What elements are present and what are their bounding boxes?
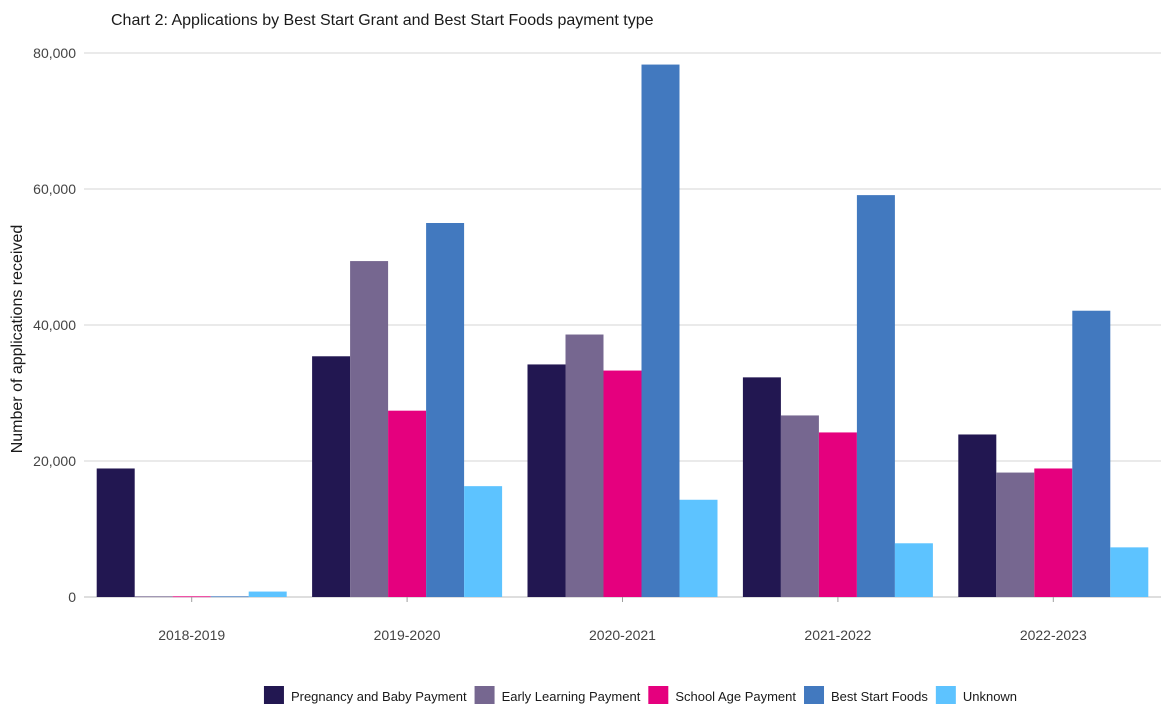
x-tick-label: 2019-2020 xyxy=(374,627,441,643)
bar-pregnancy-and-baby-payment-2021-2022 xyxy=(742,377,781,597)
bar-school-age-payment-2022-2023 xyxy=(1034,468,1073,597)
y-tick-label: 20,000 xyxy=(33,453,76,469)
bar-early-learning-payment-2022-2023 xyxy=(996,472,1035,597)
x-tick-label: 2022-2023 xyxy=(1020,627,1087,643)
legend-label: School Age Payment xyxy=(675,689,796,704)
bar-unknown-2022-2023 xyxy=(1110,547,1149,597)
bar-best-start-foods-2022-2023 xyxy=(1072,310,1111,597)
bar-pregnancy-and-baby-payment-2019-2020 xyxy=(312,356,351,597)
y-tick-label: 80,000 xyxy=(33,45,76,61)
bar-school-age-payment-2018-2019 xyxy=(172,596,211,598)
y-axis-title: Number of applications received xyxy=(9,225,26,454)
chart-title: Chart 2: Applications by Best Start Gran… xyxy=(111,12,654,29)
x-tick-label: 2021-2022 xyxy=(804,627,871,643)
legend-label: Pregnancy and Baby Payment xyxy=(291,689,467,704)
bar-school-age-payment-2020-2021 xyxy=(603,370,642,597)
legend-swatch xyxy=(935,686,956,704)
legend-swatch xyxy=(648,686,669,704)
legend-swatch xyxy=(474,686,495,704)
bar-best-start-foods-2018-2019 xyxy=(210,596,249,598)
bar-pregnancy-and-baby-payment-2020-2021 xyxy=(527,364,566,597)
bar-pregnancy-and-baby-payment-2018-2019 xyxy=(96,468,135,597)
bar-best-start-foods-2021-2022 xyxy=(856,195,895,597)
bar-unknown-2019-2020 xyxy=(464,486,503,597)
y-tick-label: 40,000 xyxy=(33,317,76,333)
bar-unknown-2020-2021 xyxy=(679,499,718,597)
bar-early-learning-payment-2019-2020 xyxy=(350,261,389,597)
x-axis: 2018-2019 2019-2020 2020-2021 2021-2022 2022… xyxy=(158,597,1087,643)
y-tick-label: 60,000 xyxy=(33,181,76,197)
x-tick-label: 2018-2019 xyxy=(158,627,225,643)
bar-school-age-payment-2021-2022 xyxy=(818,432,857,597)
bar-early-learning-payment-2020-2021 xyxy=(565,334,604,597)
bar-best-start-foods-2020-2021 xyxy=(641,64,680,597)
bar-best-start-foods-2019-2020 xyxy=(426,223,465,597)
y-tick-label: 0 xyxy=(68,589,76,605)
bar-early-learning-payment-2018-2019 xyxy=(134,596,173,598)
legend-swatch xyxy=(263,686,284,704)
bar-unknown-2021-2022 xyxy=(894,543,933,597)
x-tick-label: 2020-2021 xyxy=(589,627,656,643)
y-axis: 0 20,000 40,000 60,000 80,000 xyxy=(33,45,76,605)
bars xyxy=(96,64,1149,598)
legend-label: Unknown xyxy=(963,689,1017,704)
bar-unknown-2018-2019 xyxy=(248,591,287,597)
bar-pregnancy-and-baby-payment-2022-2023 xyxy=(958,434,997,597)
legend-swatch xyxy=(804,686,825,704)
legend: Pregnancy and Baby Payment Early Learning… xyxy=(263,686,1017,704)
bar-school-age-payment-2019-2020 xyxy=(388,410,427,597)
bar-early-learning-payment-2021-2022 xyxy=(780,415,819,597)
legend-label: Best Start Foods xyxy=(831,689,928,704)
legend-label: Early Learning Payment xyxy=(502,689,641,704)
